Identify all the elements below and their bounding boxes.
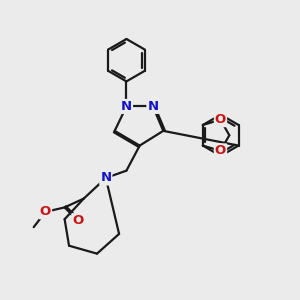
Text: O: O — [215, 113, 226, 126]
Text: N: N — [147, 100, 158, 113]
Text: O: O — [215, 144, 226, 158]
Text: O: O — [72, 214, 83, 227]
Text: N: N — [100, 172, 111, 184]
Text: N: N — [121, 100, 132, 113]
Text: O: O — [40, 205, 51, 218]
